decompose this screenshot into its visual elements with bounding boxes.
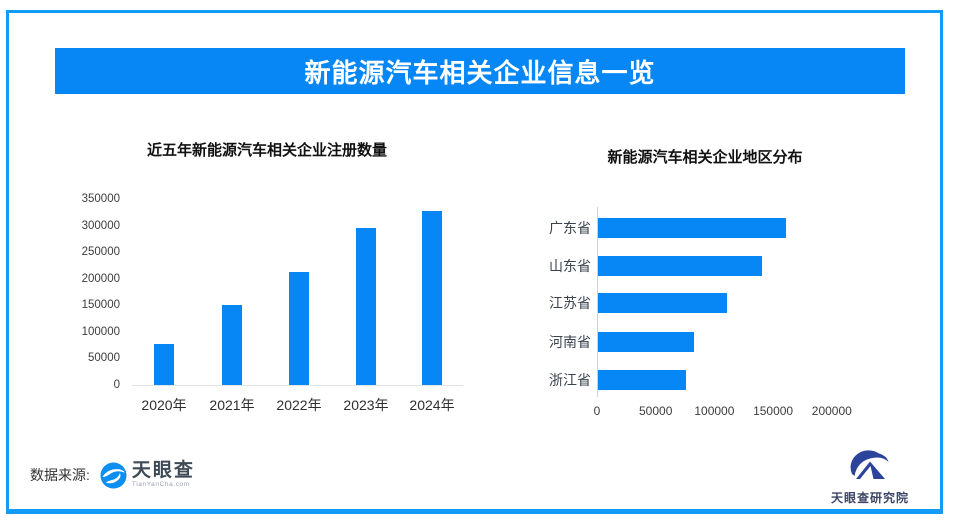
research-institute-icon xyxy=(850,450,889,479)
tianyancha-logo-text-block: 天眼查 TianYanCha.com xyxy=(132,461,195,489)
x-tick-label: 50000 xyxy=(639,404,673,418)
card-border xyxy=(6,10,943,514)
x-category-label: 2022年 xyxy=(276,397,322,413)
bar-河南省 xyxy=(598,332,694,352)
y-category-label: 广东省 xyxy=(549,220,591,236)
y-tick-label: 300000 xyxy=(81,219,120,232)
bar-2020年 xyxy=(154,344,174,385)
registration-chart-title: 近五年新能源汽车相关企业注册数量 xyxy=(146,142,387,159)
bar-2022年 xyxy=(289,272,309,385)
y-category-label: 山东省 xyxy=(549,258,591,274)
tianyancha-research-logo: 天眼查研究院 xyxy=(823,450,917,506)
tianyancha-eye-icon xyxy=(100,461,127,489)
x-tick-label: 200000 xyxy=(811,404,852,418)
x-category-label: 2023年 xyxy=(343,397,389,413)
x-tick-label: 0 xyxy=(593,404,601,418)
data-source-label: 数据来源: xyxy=(30,467,90,483)
y-tick-label: 0 xyxy=(113,379,120,391)
y-tick-label: 150000 xyxy=(81,299,120,312)
tianyancha-logo-subtext: TianYanCha.com xyxy=(131,481,190,489)
bar-2024年 xyxy=(422,211,442,385)
tianyancha-logo: 天眼查 TianYanCha.com xyxy=(100,461,195,489)
x-tick-label: 150000 xyxy=(753,404,794,418)
bar-山东省 xyxy=(598,256,762,276)
region-bar-chart: 广东省山东省江苏省河南省浙江省 0 50000 100000 150000 200000 xyxy=(505,200,935,425)
tianyancha-logo-text: 天眼查 xyxy=(131,460,195,482)
region-chart-title: 新能源汽车相关企业地区分布 xyxy=(607,149,803,166)
bar-浙江省 xyxy=(598,370,686,390)
bar-2023年 xyxy=(356,228,376,385)
bar-2021年 xyxy=(222,305,242,385)
page-title: 新能源汽车相关企业信息一览 xyxy=(304,57,656,88)
y-tick-label: 250000 xyxy=(81,246,120,259)
x-category-label: 2021年 xyxy=(209,397,255,413)
x-axis-line xyxy=(132,385,463,386)
y-category-label: 浙江省 xyxy=(549,372,591,388)
y-category-label: 河南省 xyxy=(549,334,591,350)
x-category-label: 2024年 xyxy=(409,397,455,413)
bar-广东省 xyxy=(598,218,786,238)
y-category-label: 江苏省 xyxy=(549,295,591,311)
y-tick-label: 200000 xyxy=(81,272,120,285)
y-tick-label: 350000 xyxy=(81,193,120,205)
x-tick-label: 100000 xyxy=(694,404,735,418)
y-tick-label: 50000 xyxy=(88,352,120,365)
x-category-label: 2020年 xyxy=(141,397,187,413)
banner: 新能源汽车相关企业信息一览 xyxy=(55,48,905,94)
y-axis-line xyxy=(597,207,598,397)
y-tick-label: 100000 xyxy=(81,325,120,338)
data-source: 数据来源: 天眼查 TianYanCha.com xyxy=(30,458,195,492)
registration-bar-chart: 0 50000 100000 150000 200000 250000 300000 3500… xyxy=(60,192,480,422)
research-institute-label: 天眼查研究院 xyxy=(830,491,909,505)
bar-江苏省 xyxy=(598,293,727,313)
